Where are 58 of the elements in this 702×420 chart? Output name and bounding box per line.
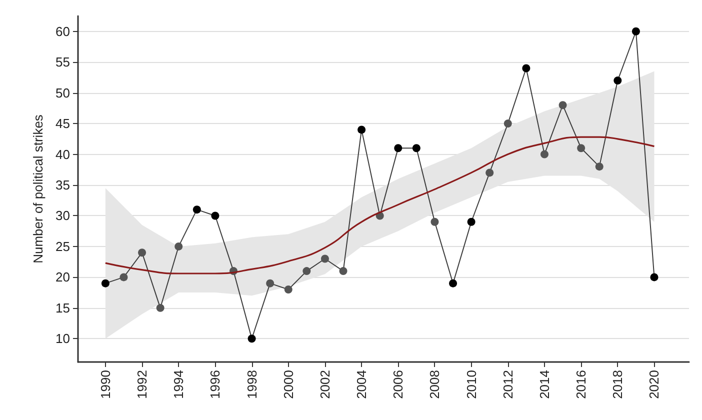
point: [320, 254, 329, 263]
point: [449, 279, 458, 288]
x-tick-label: 2002: [317, 370, 332, 399]
point: [486, 168, 494, 177]
x-tick-label: 2012: [500, 370, 516, 399]
x-tick-label: 2008: [427, 370, 442, 399]
y-axis-title: Number of political strikes: [30, 114, 46, 264]
point: [412, 144, 420, 152]
y-tick-label: 20: [56, 270, 70, 285]
point: [577, 144, 586, 152]
x-tick-label: 2006: [390, 370, 406, 399]
point: [266, 279, 274, 288]
x-tick-label: 2014: [536, 370, 552, 399]
point: [632, 27, 640, 36]
y-tick-label: 55: [56, 54, 70, 70]
x-tick-label: 2010: [464, 370, 479, 399]
x-tick-label: 2004: [354, 370, 370, 399]
point: [614, 76, 622, 85]
point: [192, 206, 201, 214]
x-tick-label: 1990: [98, 370, 113, 399]
y-tick-label: 60: [56, 24, 70, 39]
x-tick-label: 1992: [134, 370, 150, 399]
point: [650, 273, 658, 282]
point: [156, 304, 164, 312]
point: [430, 218, 439, 226]
x-tick-label: 1998: [244, 370, 260, 399]
point: [248, 334, 256, 343]
point: [522, 64, 530, 72]
point: [120, 273, 128, 282]
y-tick-label: 35: [56, 178, 70, 193]
y-tick-label: 45: [56, 116, 70, 132]
point: [540, 150, 548, 158]
y-tick-label: 25: [56, 238, 70, 254]
x-tick-label: 1996: [208, 370, 223, 399]
point: [558, 101, 567, 110]
point: [138, 248, 146, 257]
y-tick-label: 50: [56, 85, 70, 100]
point: [101, 279, 110, 288]
x-tick-label: 2018: [610, 370, 626, 399]
point: [302, 267, 311, 276]
point: [211, 212, 220, 220]
point: [394, 144, 402, 152]
line-series: [104, 136, 656, 274]
point: [504, 120, 512, 128]
x-tick-label: 2000: [280, 370, 296, 399]
x-tick-label: 2020: [646, 370, 662, 399]
y-tick-label: 30: [56, 208, 70, 224]
point: [284, 285, 292, 294]
point: [595, 162, 604, 171]
x-tick-label: 2016: [574, 370, 589, 399]
y-tick-label: 40: [56, 146, 70, 162]
y-tick-label: 10: [56, 331, 70, 346]
point: [358, 126, 366, 134]
y-tick-label: 15: [56, 300, 70, 316]
point: [174, 242, 183, 250]
point: [339, 267, 348, 276]
x-tick-label: 1994: [171, 370, 186, 399]
point: [467, 218, 476, 226]
